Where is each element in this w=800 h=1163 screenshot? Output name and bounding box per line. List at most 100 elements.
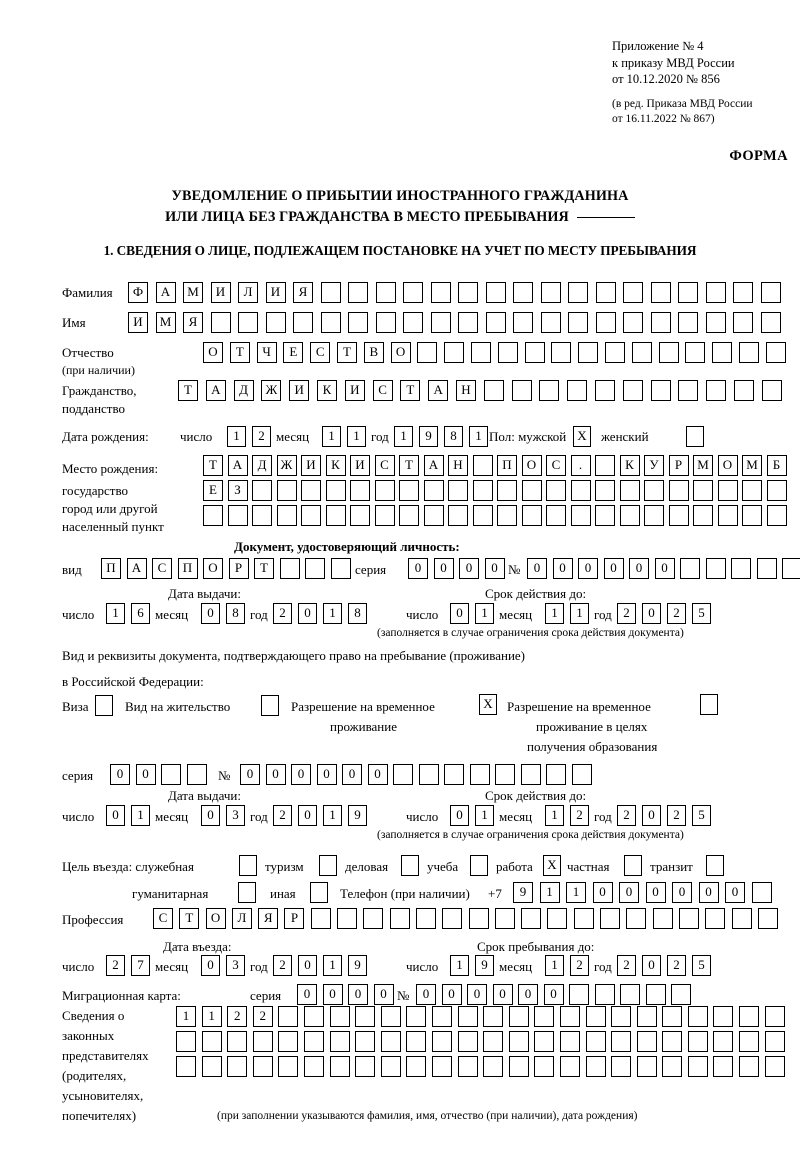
cell[interactable] (325, 480, 346, 501)
cell[interactable]: 1 (176, 1006, 196, 1027)
cell[interactable] (742, 505, 762, 526)
cell[interactable] (278, 1031, 299, 1052)
cell[interactable] (705, 312, 726, 333)
cell[interactable] (472, 480, 493, 501)
cell[interactable]: 0 (416, 984, 436, 1005)
cell[interactable]: Т (400, 380, 421, 401)
cell[interactable] (278, 1056, 299, 1077)
cell[interactable]: 0 (578, 558, 598, 579)
cell[interactable] (693, 480, 713, 501)
cell[interactable] (534, 1006, 555, 1027)
cell[interactable]: А (205, 380, 226, 401)
cell[interactable] (430, 282, 451, 303)
cell[interactable]: 2 (227, 1006, 248, 1027)
cell[interactable]: 1 (323, 603, 342, 624)
cell[interactable] (406, 1031, 427, 1052)
cell[interactable] (567, 380, 588, 401)
cell[interactable] (403, 282, 423, 303)
cell[interactable]: 0 (298, 955, 317, 976)
cell[interactable]: 1 (347, 426, 366, 447)
cell[interactable] (756, 558, 777, 579)
cell[interactable] (337, 908, 358, 929)
cell[interactable]: 1 (539, 882, 560, 903)
cell[interactable]: Ж (276, 455, 297, 476)
cell[interactable] (497, 342, 518, 363)
cell[interactable]: 7 (131, 955, 150, 976)
cell[interactable] (227, 1031, 248, 1052)
cell[interactable] (418, 764, 439, 785)
purpose-private-checkbox[interactable] (624, 855, 642, 876)
cell[interactable] (662, 1031, 683, 1052)
cell[interactable]: 0 (373, 984, 394, 1005)
cell[interactable]: 2 (570, 805, 589, 826)
cell[interactable]: К (325, 455, 346, 476)
cell[interactable] (380, 1056, 401, 1077)
cell[interactable] (508, 1056, 529, 1077)
cell[interactable] (539, 380, 560, 401)
cell[interactable] (176, 1056, 196, 1077)
cell[interactable]: 0 (298, 805, 317, 826)
cell[interactable]: М (742, 455, 762, 476)
cell[interactable]: И (289, 380, 310, 401)
cell[interactable] (678, 908, 699, 929)
cell[interactable] (355, 1006, 376, 1027)
cell[interactable] (363, 908, 384, 929)
cell[interactable]: Т (179, 908, 200, 929)
cell[interactable] (713, 1031, 734, 1052)
cell[interactable] (650, 282, 671, 303)
cell[interactable] (508, 1006, 529, 1027)
cell[interactable] (161, 764, 181, 785)
cell[interactable] (301, 505, 321, 526)
cell[interactable] (739, 1006, 760, 1027)
cell[interactable]: Т (203, 455, 223, 476)
purpose-official-checkbox[interactable] (239, 855, 257, 876)
residence-permit-checkbox[interactable] (261, 695, 279, 716)
cell[interactable]: А (126, 558, 147, 579)
cell[interactable] (570, 480, 591, 501)
cell[interactable]: 0 (645, 882, 666, 903)
cell[interactable] (521, 908, 542, 929)
cell[interactable]: 2 (252, 426, 271, 447)
cell[interactable]: 0 (297, 984, 317, 1005)
cell[interactable]: Р (284, 908, 305, 929)
cell[interactable]: 0 (348, 984, 368, 1005)
cell[interactable] (712, 342, 733, 363)
cell[interactable] (483, 1056, 504, 1077)
cell[interactable] (350, 480, 370, 501)
cell[interactable]: 1 (323, 955, 342, 976)
cell[interactable]: 1 (545, 603, 564, 624)
cell[interactable]: Т (229, 342, 250, 363)
cell[interactable] (650, 380, 671, 401)
cell[interactable]: 1 (106, 603, 125, 624)
cell[interactable]: О (717, 455, 738, 476)
cell[interactable] (494, 908, 515, 929)
cell[interactable] (227, 505, 248, 526)
cell[interactable]: 0 (552, 558, 573, 579)
cell[interactable] (348, 312, 368, 333)
cell[interactable] (495, 764, 515, 785)
cell[interactable]: 0 (642, 603, 661, 624)
cell[interactable]: 0 (135, 764, 156, 785)
cell[interactable] (766, 480, 787, 501)
cell[interactable] (403, 312, 423, 333)
cell[interactable] (252, 480, 272, 501)
cell[interactable]: 0 (367, 764, 388, 785)
cell[interactable]: 5 (692, 603, 711, 624)
cell[interactable] (276, 505, 297, 526)
cell[interactable] (611, 1056, 632, 1077)
cell[interactable]: Я (258, 908, 279, 929)
cell[interactable]: 1 (469, 426, 488, 447)
